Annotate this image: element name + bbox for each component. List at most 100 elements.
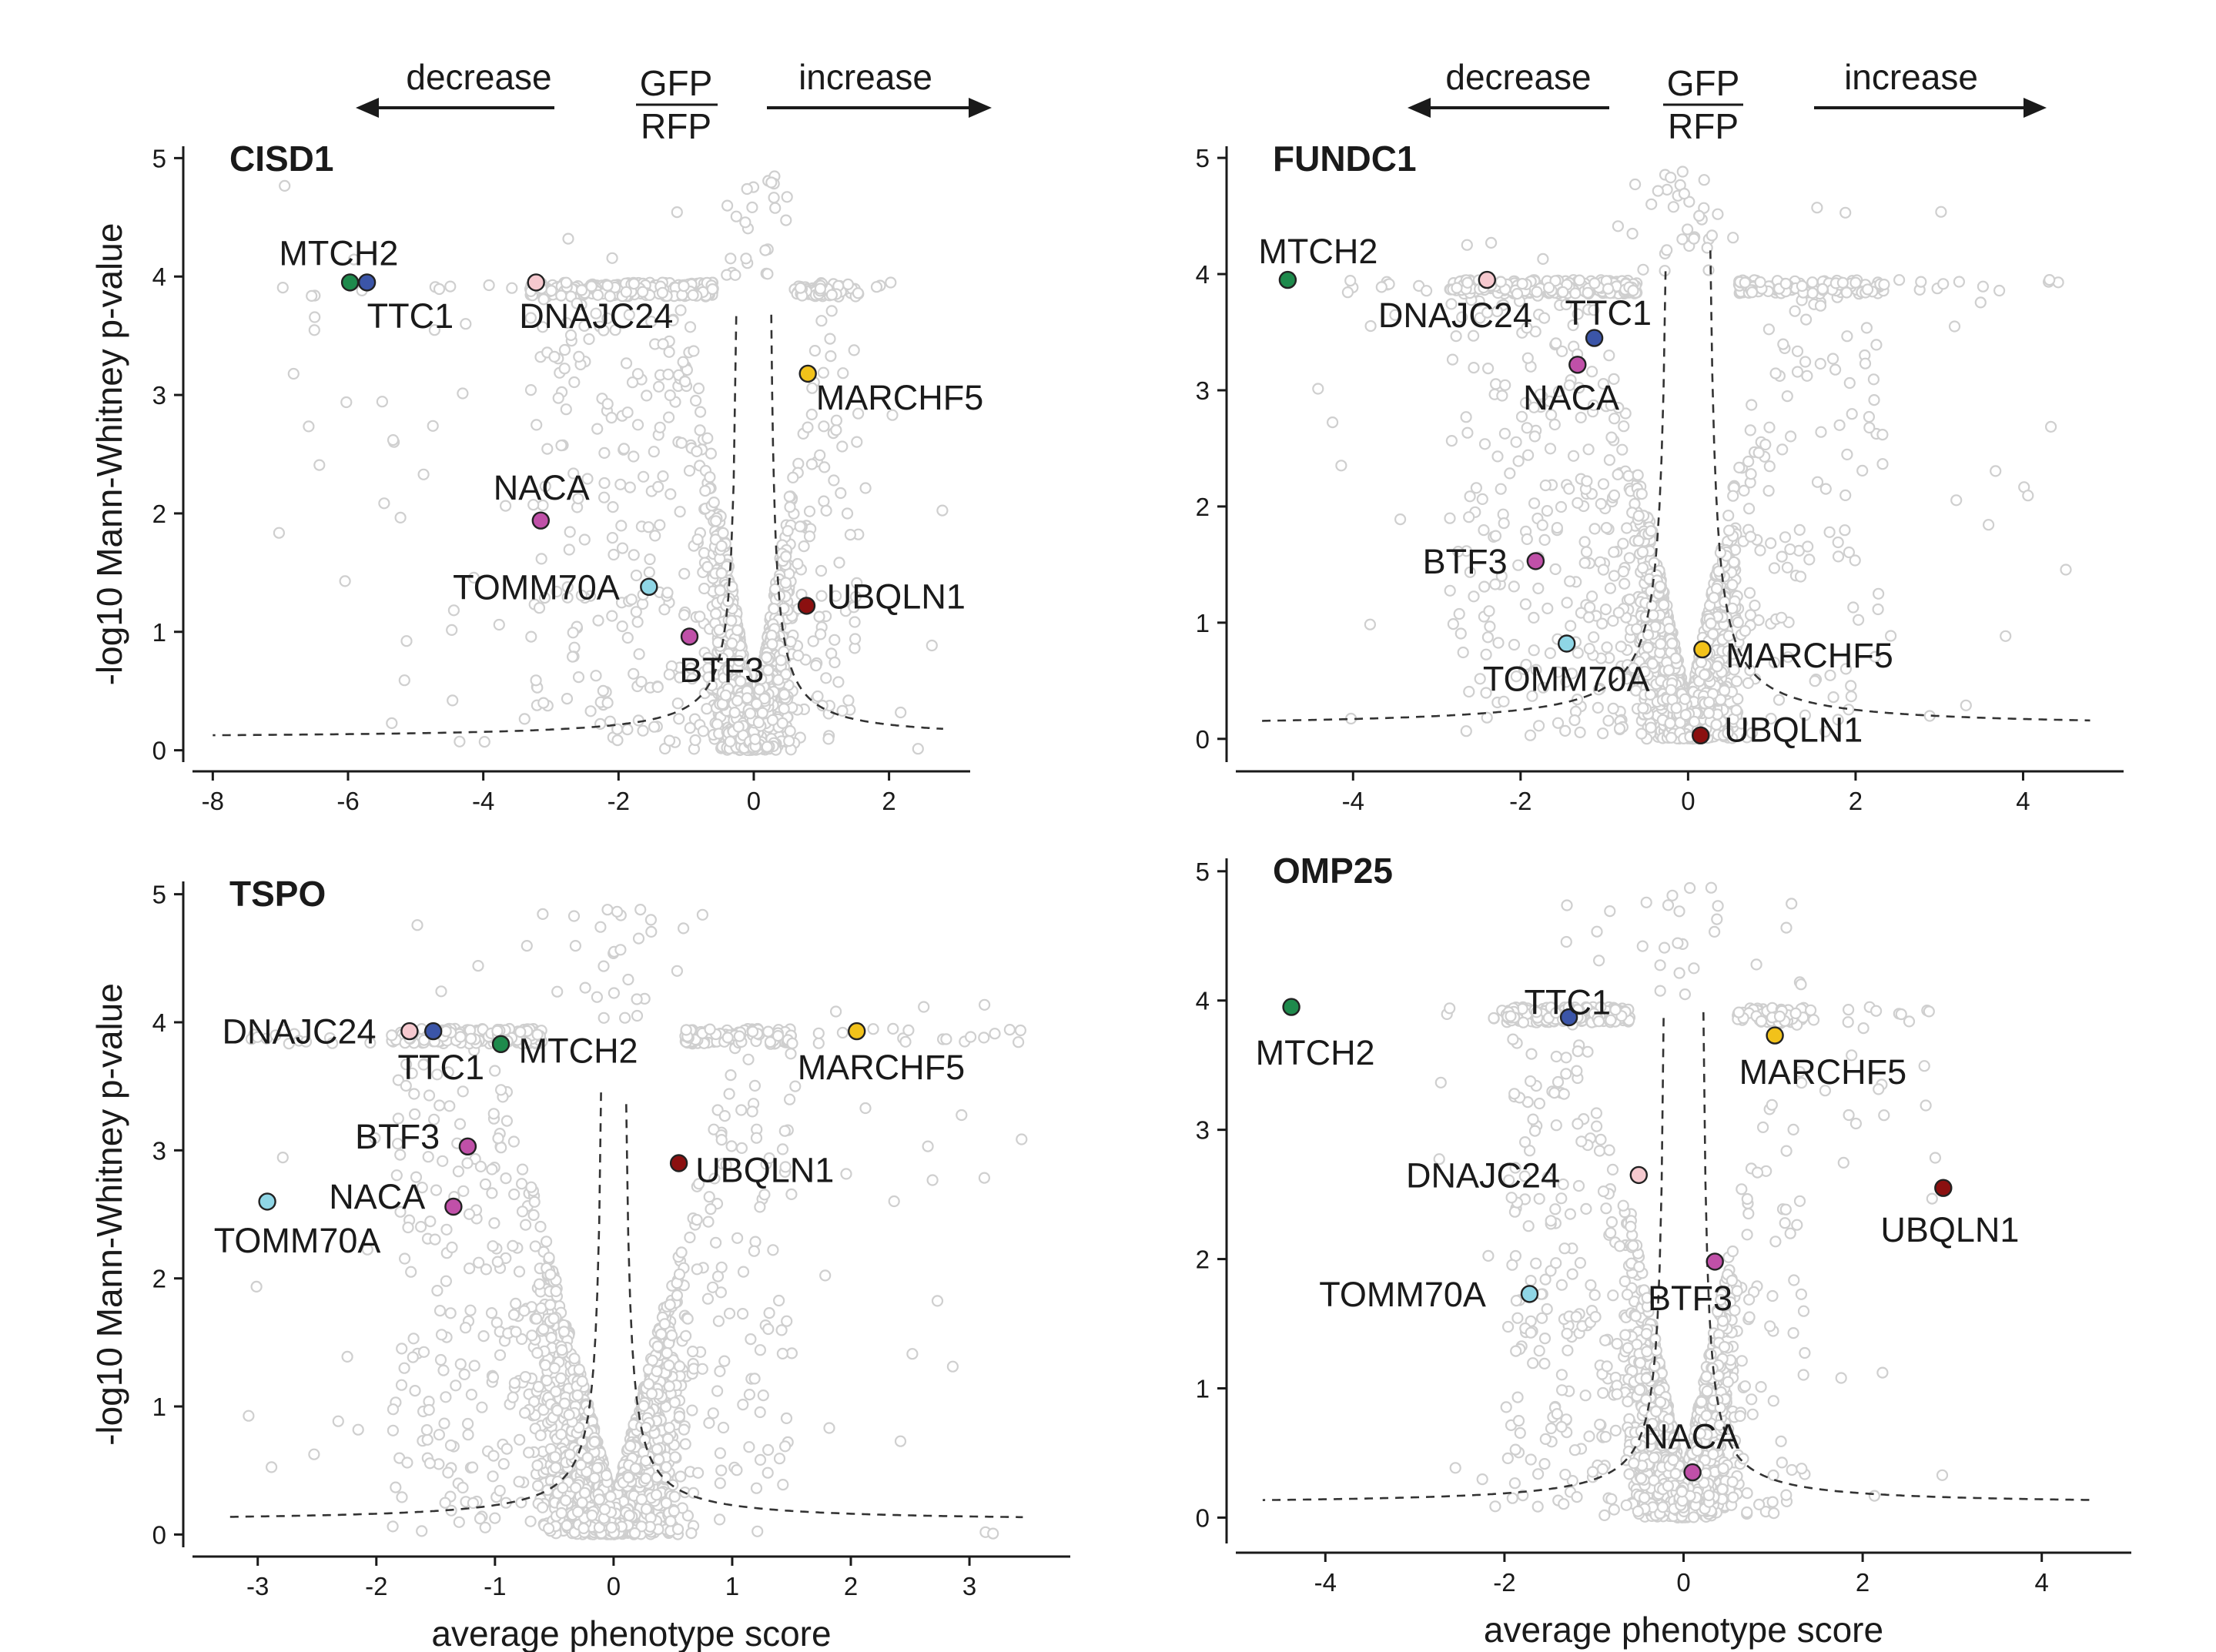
background-point (1485, 236, 1498, 249)
background-point (1698, 174, 1710, 186)
background-point (1645, 525, 1657, 537)
background-point (1544, 443, 1557, 455)
background-point (1464, 490, 1476, 503)
gene-point-tomm70a (640, 577, 658, 596)
x-tick-label: -2 (608, 787, 630, 815)
background-point (1478, 580, 1491, 593)
background-point (709, 607, 722, 620)
background-point (1703, 696, 1716, 708)
background-point (607, 500, 619, 513)
background-point (1826, 353, 1839, 365)
background-point (1582, 443, 1595, 456)
background-point (661, 587, 674, 599)
background-point (926, 639, 938, 652)
background-point (309, 311, 321, 323)
background-point (768, 192, 780, 204)
background-point (780, 550, 792, 563)
background-point (648, 446, 660, 458)
background-point (749, 733, 762, 745)
background-point (339, 575, 351, 587)
background-point (1693, 209, 1706, 222)
background-point (566, 650, 579, 663)
background-point (1744, 424, 1756, 436)
background-point (698, 582, 711, 595)
background-point (1915, 276, 1927, 288)
background-point (780, 214, 792, 226)
background-point (1695, 656, 1708, 668)
background-point (837, 367, 849, 380)
background-point (1841, 448, 1853, 461)
background-point (1670, 702, 1682, 714)
background-point (725, 252, 737, 265)
background-point (802, 421, 814, 433)
gene-point-btf3 (680, 627, 699, 646)
background-point (1447, 617, 1460, 630)
gene-label-btf3: BTF3 (679, 650, 764, 690)
background-point (1528, 644, 1540, 657)
background-point (447, 694, 459, 707)
background-point (460, 318, 472, 330)
background-point (776, 717, 788, 730)
y-tick-label: 1 (152, 618, 166, 647)
gene-label-mtch2: MTCH2 (279, 234, 398, 273)
background-point (651, 681, 664, 694)
background-point (1536, 519, 1548, 531)
background-point (1364, 618, 1377, 630)
background-point (671, 697, 684, 710)
background-point (895, 706, 907, 719)
background-point (457, 387, 469, 400)
background-point (1521, 449, 1535, 461)
decrease-label: decrease (1445, 57, 1591, 97)
background-point (1814, 299, 1827, 312)
background-point (1754, 544, 1766, 557)
background-point (1312, 383, 1324, 395)
ratio-numerator: GFP (1667, 63, 1740, 103)
background-point (1816, 283, 1829, 295)
background-point (572, 670, 585, 684)
background-point (635, 676, 648, 688)
background-point (1519, 598, 1532, 610)
background-point (728, 706, 741, 719)
background-point (620, 286, 632, 298)
background-point (1742, 677, 1754, 690)
background-point (620, 357, 633, 370)
background-point (1803, 553, 1816, 566)
background-point (779, 577, 792, 589)
background-point (798, 540, 810, 553)
background-point (671, 206, 683, 219)
background-point (1819, 483, 1832, 495)
background-point (1612, 607, 1625, 619)
background-point (1829, 363, 1842, 376)
background-point (689, 734, 701, 747)
background-point (677, 356, 689, 368)
background-point (836, 704, 849, 717)
background-point (1806, 276, 1819, 289)
background-point (1836, 276, 1849, 289)
background-point (1604, 582, 1616, 594)
background-point (376, 396, 388, 408)
background-point (1661, 244, 1673, 256)
background-point (1563, 483, 1575, 495)
background-point (276, 282, 289, 294)
background-point (815, 564, 828, 577)
background-point (1608, 546, 1620, 558)
background-point (1555, 500, 1568, 513)
background-point (1588, 523, 1601, 535)
background-point (1645, 600, 1658, 612)
background-point (1785, 430, 1797, 443)
x-tick-label: -6 (336, 787, 359, 815)
background-point (279, 179, 291, 192)
background-point (538, 591, 551, 604)
background-point (1665, 731, 1678, 744)
background-point (1541, 602, 1554, 615)
background-point (851, 436, 863, 448)
background-point (698, 547, 711, 559)
background-point (688, 345, 700, 357)
background-point (1806, 287, 1819, 299)
background-point (1893, 274, 1906, 286)
background-point (562, 232, 574, 245)
background-point (1710, 718, 1722, 731)
background-point (1481, 363, 1495, 375)
background-point (812, 690, 824, 703)
background-point (1521, 533, 1533, 546)
